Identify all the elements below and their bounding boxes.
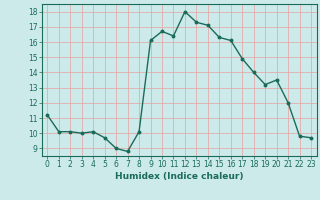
X-axis label: Humidex (Indice chaleur): Humidex (Indice chaleur) (115, 172, 244, 181)
